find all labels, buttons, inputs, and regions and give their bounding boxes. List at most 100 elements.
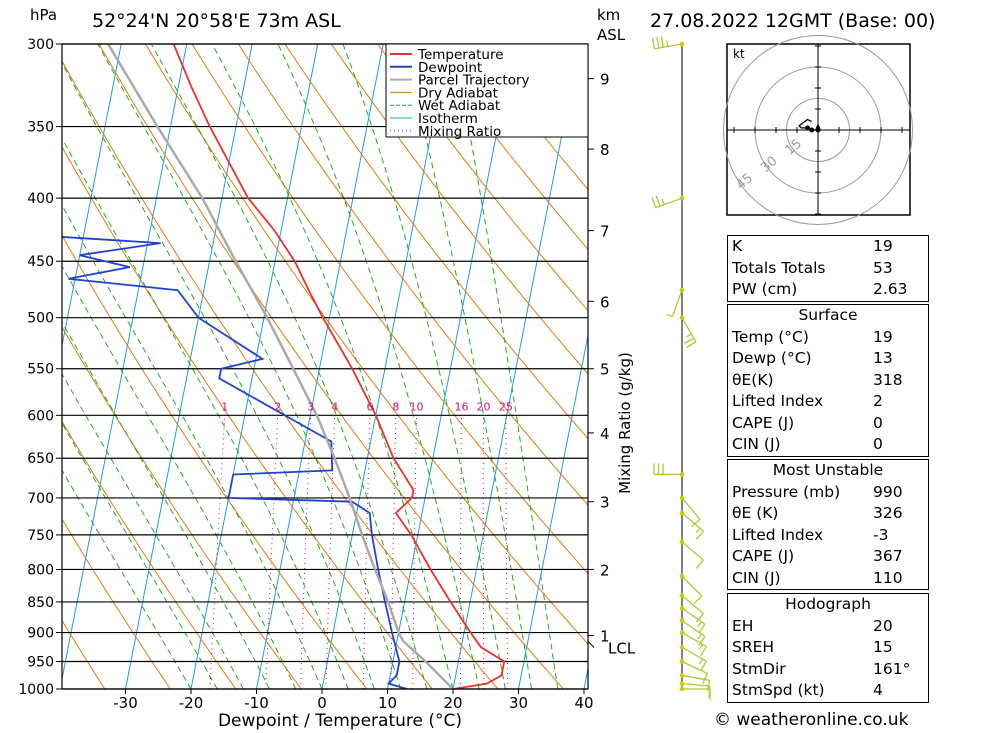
mixing-ratio-label: 20 [476, 400, 490, 413]
dry-adiabat-line [62, 234, 368, 689]
hodograph-title: Hodograph [785, 595, 871, 613]
credit-link[interactable]: © weatheronline.co.uk [714, 710, 909, 730]
hodo-value: 15 [873, 638, 893, 656]
index-label: Totals Totals [732, 258, 826, 277]
legend-entry: Temperature [417, 47, 504, 63]
asl-label: ASL [597, 26, 626, 44]
mixing-ratio-labels: 1 2 3 4 6 8 10 16 20 25 [221, 400, 513, 413]
wind-level-dot [679, 472, 685, 477]
hodo-label: StmDir [732, 659, 786, 678]
temperature-tick-label: 40 [574, 694, 593, 712]
wind-barb-flag [661, 198, 665, 205]
wet-adiabat-line [62, 62, 375, 689]
mu-label: CIN (J) [732, 568, 781, 587]
height-tick-label: 2 [600, 561, 610, 579]
wet-adiabat-line [211, 44, 454, 689]
dry-adiabat-line [330, 44, 588, 375]
mu-value: -3 [873, 525, 889, 544]
wind-barb-flag [655, 195, 661, 207]
temperature-tick-label: -10 [244, 694, 269, 712]
surface-value: 318 [873, 370, 903, 389]
index-value: 19 [873, 237, 893, 255]
wind-barb-staff [671, 289, 683, 317]
pressure-tick-label: 900 [27, 626, 54, 642]
wind-level-dot [679, 510, 685, 516]
wind-barb-flag [683, 337, 695, 345]
surface-value: 0 [873, 435, 883, 453]
wind-barb-staff [681, 660, 708, 674]
index-value: 2.63 [873, 280, 908, 298]
pressure-tick-label: 400 [27, 191, 54, 207]
wind-barb-staff [681, 682, 710, 687]
wind-barb-flag [686, 341, 697, 348]
height-tick-label: 6 [600, 293, 610, 311]
wind-level-dot [679, 644, 685, 650]
surface-label: θE(K) [732, 370, 774, 389]
mu-value: 110 [873, 568, 903, 587]
location-label: 52°24'N 20°58'E 73m ASL [92, 10, 341, 32]
pressure-unit-label: hPa [30, 6, 58, 24]
pressure-tick-label: 950 [27, 655, 54, 671]
hodo-label: SREH [732, 638, 775, 656]
pressure-tick-label: 600 [27, 408, 54, 424]
indices-table: K 19 Totals Totals 53 PW (cm) 2.63 [727, 235, 929, 302]
temperature-tick-label: -30 [113, 694, 138, 712]
wind-barb-flag [660, 36, 664, 48]
pressure-tick-label: 700 [27, 491, 54, 507]
pressure-tick-label: 300 [27, 37, 54, 53]
wind-level-dot [679, 630, 685, 635]
hodo-value: 4 [873, 681, 883, 699]
mixing-ratio-axis-title: Mixing Ratio (g/kg) [616, 352, 634, 494]
height-tick-label: 4 [600, 425, 610, 443]
wind-barb-flag [695, 527, 701, 534]
wind-barb-flag [702, 673, 708, 684]
wind-level-dot [679, 618, 685, 623]
legend-entry: Wet Adiabat [418, 98, 500, 114]
temperature-tick-label: 30 [509, 694, 528, 712]
mu-label: Pressure (mb) [732, 482, 841, 501]
surface-value: 19 [873, 327, 893, 346]
background-lines [62, 44, 588, 689]
wind-barb-staff [681, 619, 706, 638]
wind-level-dot [679, 573, 685, 579]
hodograph-point [809, 127, 815, 133]
most-unstable-table: Most Unstable Pressure (mb) 990 θE (K) 326… [727, 459, 929, 590]
isotherm-line [452, 44, 581, 689]
most-unstable-title: Most Unstable [772, 461, 884, 479]
surface-title: Surface [798, 306, 858, 324]
isotherm-line [62, 44, 122, 349]
parcel-trajectory-line [107, 44, 454, 689]
wind-barb-flag [691, 518, 701, 527]
legend-entry: Dewpoint [418, 60, 482, 76]
mixing-ratio-label: 3 [307, 400, 314, 413]
temperature-tick-label: -20 [179, 694, 204, 712]
legend-entry: Dry Adiabat [418, 85, 498, 101]
wind-barb-flag [695, 613, 704, 623]
dry-adiabat-line [423, 44, 588, 251]
hodograph-ring [723, 35, 913, 225]
pressure-tick-label: 850 [27, 595, 54, 611]
hodo-label: StmSpd (kt) [732, 681, 825, 699]
plot-frame [61, 43, 589, 690]
wind-barb-flag [700, 646, 707, 657]
profile-series [62, 44, 506, 689]
hodograph-table: Hodograph EH 20 SREH 15 StmDir 161° StmSpd … [727, 593, 929, 703]
hodograph-point [805, 125, 810, 131]
isotherm-line [125, 44, 253, 689]
hodo-label: EH [732, 616, 754, 635]
pressure-tick-label: 550 [27, 362, 54, 378]
wind-level-dot [679, 495, 685, 501]
dry-adiabat-line [377, 44, 588, 312]
wind-level-dot [679, 41, 685, 47]
wind-barb-flag [698, 636, 706, 646]
index-label: PW (cm) [732, 280, 798, 298]
wind-barb-staff [681, 497, 701, 520]
legend-entry: Mixing Ratio [418, 124, 501, 140]
surface-table: Surface Temp (°C) 19 Dewp (°C) 13 θE(K) 318… [727, 304, 929, 457]
isotherm-line [321, 44, 450, 689]
dry-adiabat-line [62, 619, 106, 689]
wind-level-dot [679, 315, 685, 320]
wind-barb-flag [695, 559, 704, 569]
surface-label: CIN (J) [732, 435, 781, 453]
